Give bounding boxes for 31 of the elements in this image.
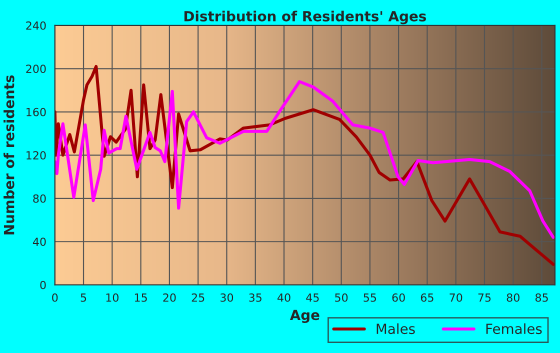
y-tick-label: 120 bbox=[26, 151, 46, 160]
x-tick-label: 55 bbox=[364, 294, 376, 302]
x-tick-label: 40 bbox=[277, 293, 290, 302]
x-tick-label: 10 bbox=[106, 293, 118, 302]
line-series bbox=[54, 80, 555, 239]
x-tick-label: 70 bbox=[450, 293, 462, 302]
x-tick-label: 5 bbox=[80, 294, 86, 302]
x-axis-title: Age bbox=[290, 310, 320, 323]
y-tick-label: 40 bbox=[32, 238, 46, 246]
y-axis-title: Number of residents bbox=[4, 75, 14, 234]
x-tick-label: 35 bbox=[249, 293, 262, 302]
x-tick-label: 45 bbox=[306, 294, 319, 302]
x-tick-label: 20 bbox=[163, 293, 176, 302]
x-tick-label: 75 bbox=[478, 294, 491, 302]
y-tick-label: 160 bbox=[26, 108, 46, 116]
x-tick-label: 60 bbox=[392, 293, 405, 302]
y-tick-label: 200 bbox=[26, 64, 46, 74]
x-tick-label: 25 bbox=[192, 293, 204, 302]
x-tick-label: 0 bbox=[52, 293, 58, 302]
x-tick-label: 50 bbox=[335, 293, 348, 302]
x-tick-label: 85 bbox=[535, 293, 548, 302]
x-tick-label: 30 bbox=[220, 293, 234, 302]
y-tick-label: 0 bbox=[40, 280, 46, 290]
y-tick-label: 80 bbox=[33, 194, 46, 203]
x-tick-label: 65 bbox=[420, 293, 434, 302]
x-tick-label: 15 bbox=[134, 294, 147, 302]
legend-label: Males bbox=[376, 323, 415, 334]
legend-label: Females bbox=[486, 323, 542, 334]
x-tick-label: 80 bbox=[506, 293, 520, 302]
y-tick-label: 240 bbox=[26, 21, 46, 30]
chart-title: Distribution of Residents' Ages bbox=[184, 10, 426, 24]
